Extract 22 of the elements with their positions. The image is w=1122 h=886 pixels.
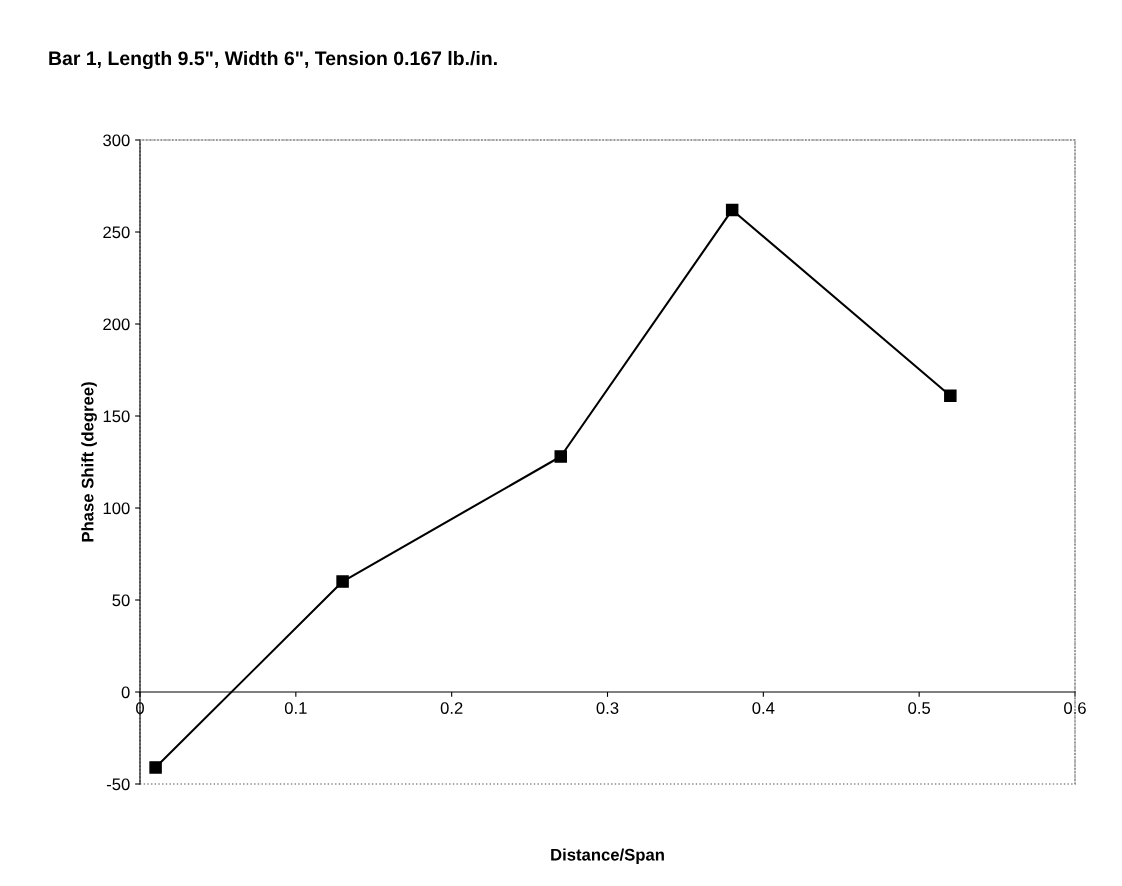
y-tick-label: 150 [103,410,130,423]
x-tick-label: 0.4 [752,702,775,714]
point [149,761,162,774]
x-tick-label: 0.5 [908,702,931,714]
point [336,575,349,588]
point [554,450,568,463]
x-tick-label: 0.6 [1064,702,1086,714]
x-axis-title: Distance/Span [551,848,664,864]
point [725,203,739,217]
y-tick-label: 50 [112,594,130,607]
point [944,389,957,403]
y-tick-label: -50 [106,778,130,791]
y-tick-label: 200 [103,318,130,331]
y-tick-label: 0 [121,686,130,699]
y-tick-label: 300 [103,134,130,147]
x-tick-label: 0.1 [284,702,307,714]
y-tick-label: 250 [103,226,130,239]
chart-title: Bar 1, Length 9.5", Width 6", Tension 0.167 lb./in. [49,50,497,70]
y-axis-title: Phase Shift (degree) [81,382,97,542]
x-tick-label: 0.3 [596,702,619,714]
x-tick-label: 0.2 [440,702,463,714]
y-tick-label: 100 [103,502,130,515]
